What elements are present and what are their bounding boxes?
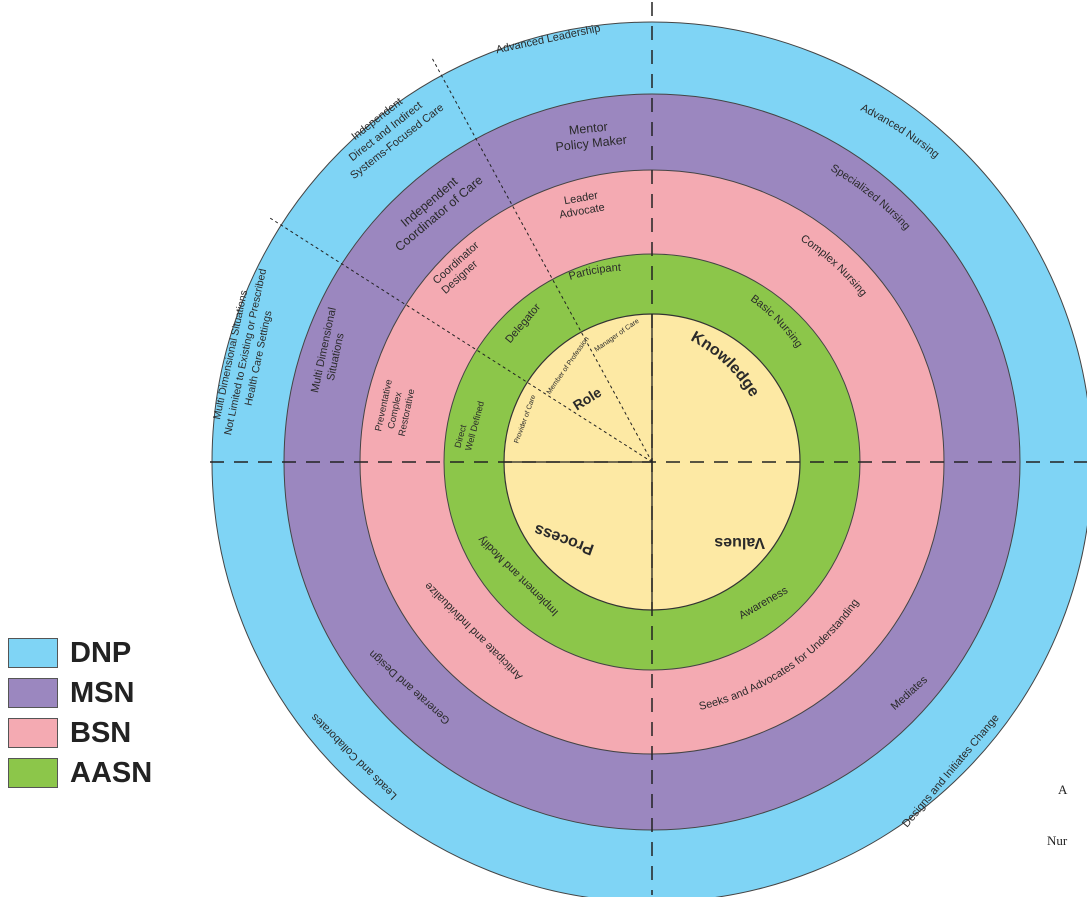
legend-swatch-aasn [8,758,58,788]
legend-item-bsn: BSN [8,718,208,748]
edge-fragment-nur: Nur [1047,833,1067,849]
legend-label-msn: MSN [70,677,134,710]
legend-swatch-bsn [8,718,58,748]
legend-item-aasn: AASN [8,758,208,788]
legend-swatch-dnp [8,638,58,668]
legend-label-dnp: DNP [70,637,131,670]
values-label: Values [714,534,765,551]
edge-fragment-a: A [1058,782,1067,798]
legend-label-bsn: BSN [70,717,131,750]
legend-swatch-msn [8,678,58,708]
legend-label-aasn: AASN [70,757,152,790]
legend-item-msn: MSN [8,678,208,708]
legend-item-dnp: DNP [8,638,208,668]
legend: DNP MSN BSN AASN [8,638,208,798]
